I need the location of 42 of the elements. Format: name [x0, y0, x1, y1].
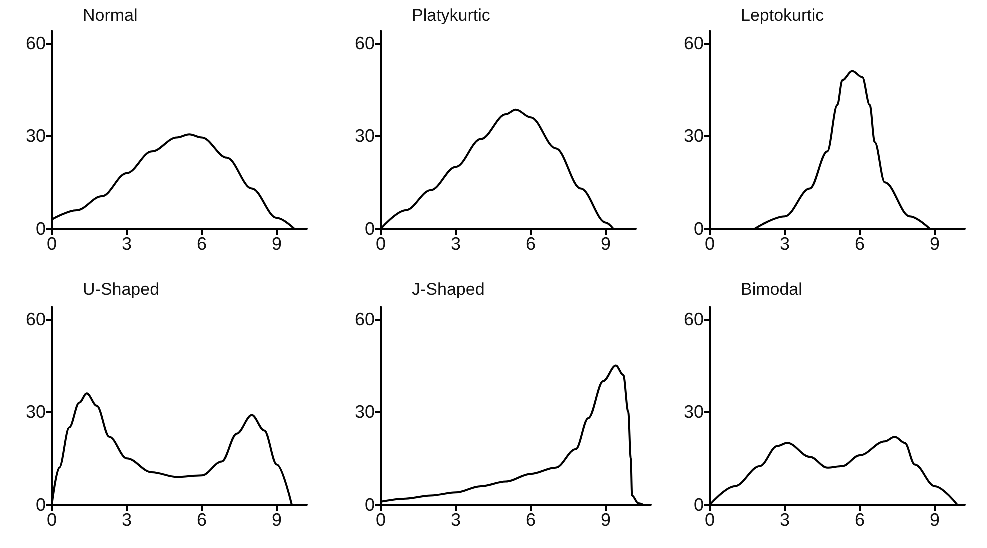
x-tick-label: 6 [526, 510, 536, 530]
x-tick-label: 3 [450, 510, 462, 530]
x-tick-label: 9 [600, 234, 612, 254]
x-tick-label: 3 [780, 510, 790, 530]
y-tick-label: 30 [26, 402, 46, 422]
x-tick-label: 3 [122, 234, 132, 254]
x-tick-label: 3 [122, 510, 132, 530]
x-tick-label: 9 [272, 234, 282, 254]
y-tick-label: 60 [684, 33, 704, 54]
y-tick-label: 0 [694, 495, 704, 515]
x-tick-label: 9 [930, 510, 940, 530]
y-tick-label: 0 [36, 495, 46, 515]
x-tick-label: 6 [196, 510, 208, 530]
y-tick-label: 60 [354, 309, 375, 330]
y-tick-label: 0 [364, 219, 375, 239]
y-tick-label: 30 [354, 402, 375, 422]
y-tick-label: 30 [684, 126, 704, 146]
y-tick-label: 0 [36, 219, 46, 239]
chart-title: U-Shaped [83, 280, 160, 299]
chart-title: J-Shaped [412, 280, 485, 299]
x-tick-label: 3 [450, 234, 462, 254]
x-tick-label: 9 [600, 510, 612, 530]
y-tick-label: 60 [354, 33, 375, 54]
chart-title: Platykurtic [412, 6, 491, 25]
chart-title: Normal [83, 6, 138, 25]
chart-title: Bimodal [741, 280, 802, 299]
x-tick-label: 6 [526, 234, 536, 254]
x-tick-label: 3 [780, 234, 790, 254]
x-tick-label: 6 [196, 234, 208, 254]
y-tick-label: 60 [684, 309, 704, 330]
chart-title: Leptokurtic [741, 6, 825, 25]
y-tick-label: 30 [26, 126, 46, 146]
x-tick-label: 9 [272, 510, 282, 530]
y-tick-label: 60 [26, 309, 46, 330]
y-tick-label: 60 [26, 33, 46, 54]
x-tick-label: 6 [854, 234, 866, 254]
y-tick-label: 30 [354, 126, 375, 146]
x-tick-label: 9 [930, 234, 940, 254]
y-tick-label: 0 [364, 495, 375, 515]
y-tick-label: 0 [694, 219, 704, 239]
y-tick-label: 30 [684, 402, 704, 422]
x-tick-label: 6 [854, 510, 866, 530]
